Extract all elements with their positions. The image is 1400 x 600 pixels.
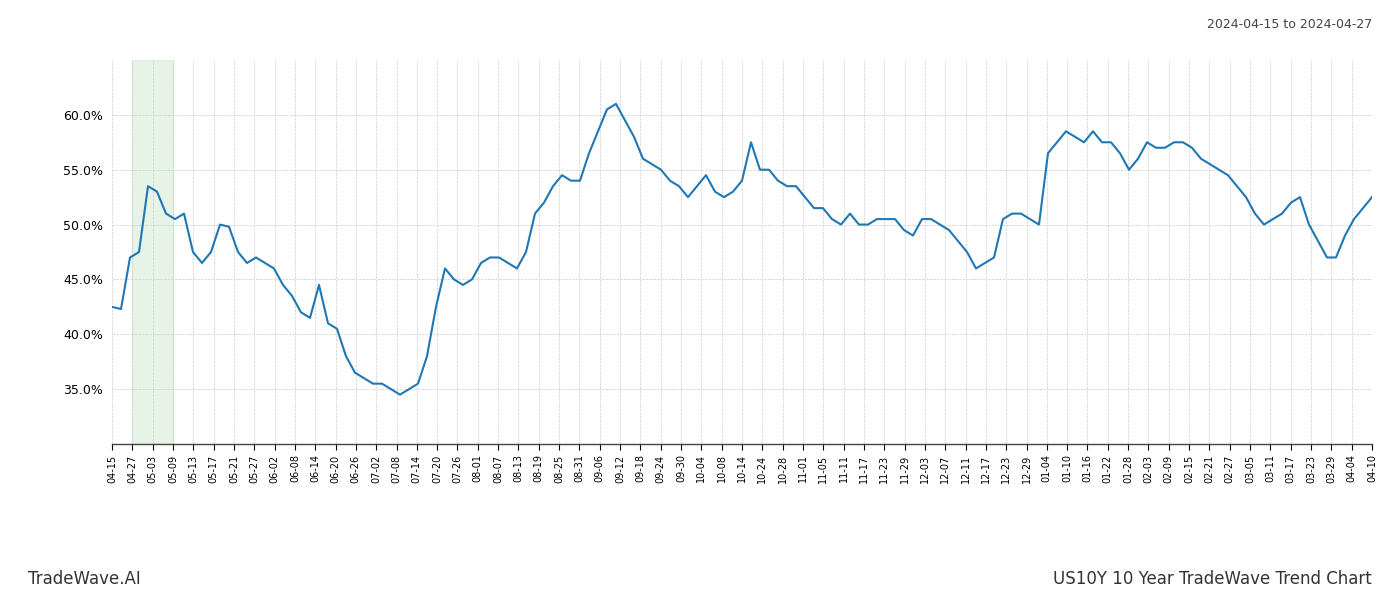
Text: US10Y 10 Year TradeWave Trend Chart: US10Y 10 Year TradeWave Trend Chart	[1053, 570, 1372, 588]
Bar	[133, 60, 174, 444]
Text: 2024-04-15 to 2024-04-27: 2024-04-15 to 2024-04-27	[1207, 18, 1372, 31]
Text: TradeWave.AI: TradeWave.AI	[28, 570, 141, 588]
